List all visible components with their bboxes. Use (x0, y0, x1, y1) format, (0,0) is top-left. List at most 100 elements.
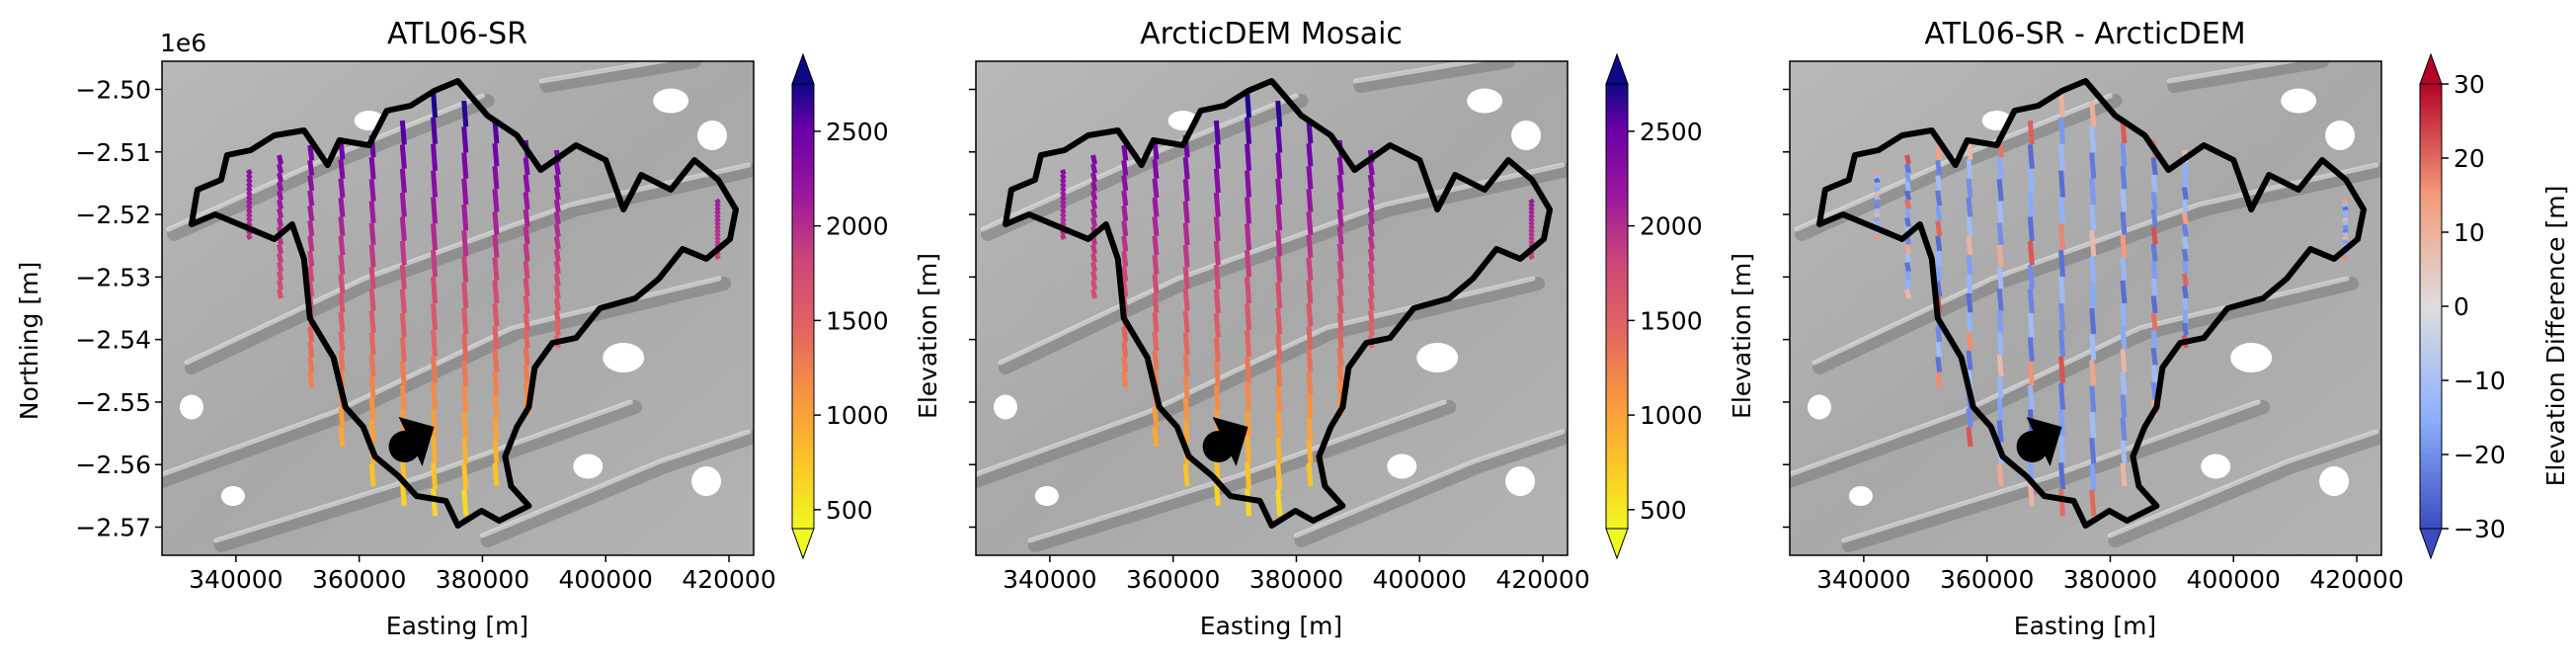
track-2 (277, 154, 283, 299)
track-11 (2181, 149, 2189, 349)
panel-2-xlabel: Easting [m] (1200, 612, 1342, 640)
track-2 (1090, 154, 1097, 299)
x-tick-label: 420000 (2309, 565, 2403, 594)
track-11 (1367, 149, 1375, 349)
x-tick-label: 400000 (2187, 565, 2281, 594)
track-8 (1275, 100, 1283, 517)
panel-3-title: ATL06-SR - ArcticDEM (1924, 17, 2245, 51)
track-9 (492, 120, 500, 487)
y-tick-label: −2.54 (75, 326, 151, 355)
track-7 (2058, 90, 2066, 517)
track-2 (1904, 154, 1911, 299)
track-5 (1996, 134, 2004, 487)
panel-1-title: ATL06-SR (387, 17, 527, 51)
hillshade-background (976, 61, 1568, 555)
track-10 (2150, 139, 2158, 418)
panel-2-title: ArcticDEM Mosaic (1140, 17, 1403, 51)
hillshade-background (162, 61, 754, 555)
y-tick-label: −2.53 (75, 263, 151, 291)
x-tick-label: 400000 (1373, 565, 1467, 594)
track-1 (1060, 168, 1067, 241)
x-tick-label: 420000 (682, 565, 775, 594)
colorbar-extend-max (791, 52, 815, 85)
track-8 (461, 100, 469, 517)
colorbar-tick-label: 2500 (1640, 118, 1703, 146)
x-tick-label: 360000 (1126, 565, 1220, 594)
colorbar-extend-max (1605, 52, 1629, 85)
panel-3-axes: 340000 360000 380000 400000 420000 (1783, 60, 2404, 594)
track-7 (1245, 90, 1252, 517)
track-8 (2089, 100, 2097, 517)
track-6 (1213, 120, 1221, 507)
basin-outline (188, 78, 739, 529)
track-7 (431, 90, 439, 517)
track-9 (2120, 120, 2128, 487)
basin-outline (1816, 78, 2367, 529)
panel-1-xlabel: Easting [m] (386, 612, 528, 640)
x-tick-label: 380000 (1249, 565, 1343, 594)
axes-frame (161, 60, 755, 556)
track-5 (1182, 134, 1190, 487)
colorbar-tick-label: 20 (2454, 144, 2485, 173)
colorbar-tick-label: 2000 (1640, 212, 1703, 241)
y-tick-label: −2.52 (75, 201, 151, 229)
colorbar-tick-label: 500 (1640, 496, 1687, 525)
colorbar-tick-label: 2000 (826, 212, 889, 241)
panel-2-axes: 340000 360000 380000 400000 420000 (969, 60, 1590, 594)
axes-frame (1789, 60, 2382, 556)
colorbar-tick-label: 30 (2454, 70, 2485, 99)
panel-1-ylabel: Northing [m] (15, 262, 43, 420)
hillshade-background (1790, 61, 2381, 555)
track-9 (1306, 120, 1314, 487)
panel-3-xlabel: Easting [m] (2014, 612, 2156, 640)
colorbar-tick-label: −10 (2454, 367, 2506, 395)
basin-outline (1003, 78, 1553, 529)
colorbar-tick-label: 1500 (1640, 306, 1703, 335)
basin-outline-lobe (2026, 417, 2062, 466)
track-6 (399, 120, 407, 507)
x-tick-label: 360000 (312, 565, 406, 594)
y-tick-label: −2.50 (75, 75, 151, 104)
panel-2-colorbar: 500 1000 1500 2000 2500 (1605, 52, 1703, 560)
basin-outline-lobe (1212, 417, 1248, 466)
track-3 (1121, 144, 1129, 388)
x-tick-label: 380000 (436, 565, 529, 594)
axes-frame (975, 60, 1569, 556)
x-tick-label: 340000 (1816, 565, 1910, 594)
panel-1: ATL06-SR 1e6 340000 360000 380000 400000 420… (15, 17, 942, 640)
colorbar-extend-min (2419, 528, 2443, 560)
colorbar-gradient (1605, 83, 1629, 530)
x-tick-label: 340000 (1003, 565, 1096, 594)
track-10 (1336, 139, 1344, 418)
x-tick-label: 360000 (1940, 565, 2034, 594)
x-tick-label: 400000 (559, 565, 653, 594)
y-tick-label: −2.55 (75, 388, 151, 417)
panel-2-colorbar-label: Elevation [m] (1728, 253, 1756, 419)
x-tick-label: 340000 (189, 565, 282, 594)
colorbar-extend-max (2419, 52, 2443, 85)
colorbar-extend-min (1605, 528, 1629, 560)
colorbar-tick-label: 1500 (826, 306, 889, 335)
track-11 (553, 149, 561, 349)
y-tick-label: −2.56 (75, 451, 151, 479)
track-3 (1935, 144, 1943, 388)
colorbar-tick-label: −30 (2454, 515, 2506, 543)
colorbar-tick-label: 10 (2454, 218, 2485, 247)
x-tick-label: 420000 (1495, 565, 1589, 594)
y-tick-label: −2.51 (75, 138, 151, 167)
panel-3: ATL06-SR - ArcticDEM 340000 360000 380000 4… (1783, 17, 2570, 640)
panel-2: ArcticDEM Mosaic 340000 360000 380000 40000… (969, 17, 1756, 640)
panel-1-colorbar: 500 1000 1500 2000 2500 (791, 52, 889, 560)
colorbar-tick-label: 2500 (826, 118, 889, 146)
colorbar-tick-label: 1000 (1640, 401, 1703, 430)
colorbar-tick-label: 1000 (826, 401, 889, 430)
colorbar-gradient (2419, 83, 2443, 530)
colorbar-gradient (791, 83, 815, 530)
y-tick-label: −2.57 (75, 514, 151, 542)
panel-3-colorbar: −30 −20 −10 0 10 20 30 (2419, 52, 2506, 560)
colorbar-extend-min (791, 528, 815, 560)
track-10 (523, 139, 530, 418)
track-4 (1152, 139, 1160, 448)
track-5 (368, 134, 376, 487)
